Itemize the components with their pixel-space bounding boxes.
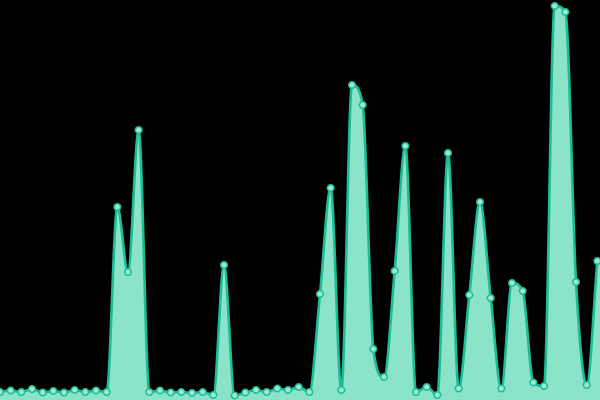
data-point-marker [187,388,197,398]
data-point-marker [6,386,15,395]
data-point-marker [390,266,399,276]
data-point-marker [593,256,600,266]
data-point-marker [177,387,186,397]
data-point-marker [550,1,559,11]
data-point-marker [262,387,271,397]
data-point-marker [443,148,453,158]
data-point-marker [59,388,69,397]
data-point-marker [486,293,495,303]
data-point-marker [358,100,367,110]
data-point-marker [91,386,101,395]
data-point-marker [219,260,229,270]
data-point-marker [230,391,239,400]
data-point-marker [454,384,463,393]
data-point-marker [166,388,175,397]
data-point-marker [155,386,165,395]
data-point-marker [347,80,357,90]
data-point-marker [518,286,527,296]
data-point-marker [251,385,261,395]
data-point-marker [134,125,143,135]
data-point-marker [497,384,506,393]
data-point-marker [241,388,250,397]
data-point-marker [539,381,549,391]
data-point-marker [273,384,282,393]
data-point-marker [571,277,581,287]
data-point-marker [411,387,421,397]
data-point-marker [422,382,431,392]
data-point-marker [0,387,5,397]
data-point-marker [27,384,37,394]
area-fill [0,6,600,400]
data-point-marker [113,202,122,212]
data-point-marker [17,387,26,397]
data-point-marker [145,387,154,397]
data-point-marker [379,372,389,382]
data-point-marker [38,388,47,397]
data-point-marker [283,385,293,395]
data-point-marker [337,385,346,395]
data-point-marker [294,382,303,392]
data-point-marker [433,390,442,400]
data-point-marker [561,7,570,17]
data-point-marker [582,380,591,390]
data-point-marker [81,387,90,397]
data-point-marker [209,390,218,400]
data-point-marker [70,385,79,395]
data-point-marker [198,387,207,397]
data-point-marker [465,290,474,300]
data-point-marker [315,289,325,299]
data-point-marker [369,344,378,354]
data-point-marker [123,267,133,277]
data-point-marker [507,278,517,288]
data-point-marker [475,197,485,207]
data-point-marker [305,387,314,397]
data-point-marker [326,183,335,193]
data-point-marker [102,387,111,397]
data-point-marker [49,386,58,396]
data-point-marker [529,378,538,387]
data-point-marker [401,141,410,151]
